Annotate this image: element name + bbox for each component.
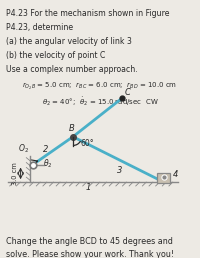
Bar [157, 173, 170, 183]
Text: $O_2$: $O_2$ [18, 143, 29, 155]
Text: $\theta_2$ = 40°;  $\dot{\theta}_2$ = 15.0 rad/sec  CW: $\theta_2$ = 40°; $\dot{\theta}_2$ = 15.… [42, 95, 158, 108]
Text: 2: 2 [43, 145, 49, 154]
Text: B: B [69, 124, 75, 133]
Text: P4.23, determine: P4.23, determine [6, 23, 73, 32]
Text: Use a complex number approach.: Use a complex number approach. [6, 65, 138, 74]
Text: solve. Please show your work. Thank you!: solve. Please show your work. Thank you! [6, 250, 174, 258]
Text: P4.23 For the mechanism shown in Figure: P4.23 For the mechanism shown in Figure [6, 9, 170, 18]
Text: $\theta_2$: $\theta_2$ [43, 157, 52, 170]
Text: 3.0 cm: 3.0 cm [12, 162, 18, 185]
Text: Change the angle BCD to 45 degrees and: Change the angle BCD to 45 degrees and [6, 237, 173, 246]
Text: (b) the velocity of point C: (b) the velocity of point C [6, 51, 105, 60]
Text: $r_{O_2B}$ = 5.0 cm;  $r_{BC}$ = 6.0 cm;  $r_{BD}$ = 10.0 cm: $r_{O_2B}$ = 5.0 cm; $r_{BC}$ = 6.0 cm; … [22, 81, 178, 92]
Text: 4: 4 [173, 170, 179, 179]
Text: 60°: 60° [80, 139, 94, 148]
Text: (a) the angular velocity of link 3: (a) the angular velocity of link 3 [6, 37, 132, 46]
Text: C: C [125, 88, 131, 97]
Text: 3: 3 [117, 166, 123, 175]
Text: 1: 1 [86, 183, 91, 192]
